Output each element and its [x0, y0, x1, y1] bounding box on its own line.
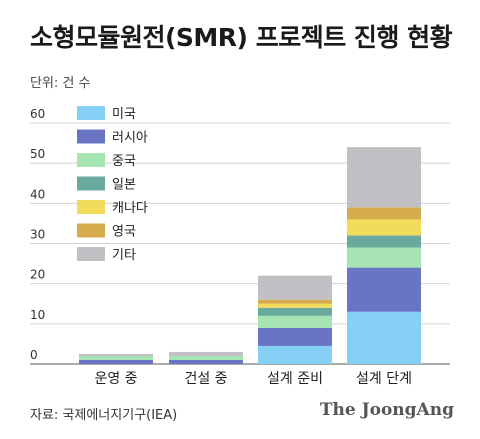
y-tick-label: 60 — [30, 107, 45, 121]
unit-label: 단위: 건 수 — [30, 76, 91, 91]
legend-swatch — [77, 200, 105, 214]
legend-swatch — [77, 106, 105, 120]
bar-segment — [258, 299, 332, 304]
bar-segment — [347, 247, 421, 268]
legend-label: 미국 — [112, 107, 136, 122]
bar-segment — [347, 311, 421, 364]
bar-segment — [347, 267, 421, 312]
bar-segment — [347, 207, 421, 220]
x-category-label: 운영 중 — [94, 371, 137, 387]
y-tick-label: 40 — [30, 187, 45, 201]
bars — [79, 147, 421, 364]
bar-segment — [347, 219, 421, 236]
y-tick-label: 20 — [30, 268, 45, 282]
source-note: 자료: 국제에너지기구(IEA) — [30, 408, 178, 423]
legend-label: 중국 — [112, 154, 136, 169]
y-tick-label: 30 — [30, 228, 45, 242]
bar-segment — [79, 359, 153, 364]
legend-label: 캐나다 — [112, 201, 148, 216]
bar-segment — [347, 147, 421, 208]
bar-segment — [169, 351, 243, 356]
legend-swatch — [77, 176, 105, 191]
legend-swatch — [77, 153, 105, 167]
brand-logo: The JoongAng — [319, 400, 454, 420]
bar-segment — [258, 303, 332, 308]
bar-segment — [258, 275, 332, 300]
bar-segment — [258, 327, 332, 346]
bar-segment — [169, 359, 243, 364]
x-axis: 운영 중 건설 중 설계 준비 설계 단계 — [94, 371, 412, 387]
bar-segment — [258, 307, 332, 316]
y-tick-label: 50 — [30, 147, 45, 161]
legend-label: 러시아 — [112, 131, 148, 146]
legend-swatch — [77, 247, 105, 261]
legend-label: 기타 — [112, 248, 136, 263]
legend-label: 일본 — [112, 178, 136, 193]
bar-segment — [169, 355, 243, 360]
legend-swatch — [77, 223, 105, 238]
bar-segment — [79, 355, 153, 360]
x-category-label: 설계 준비 — [267, 371, 323, 387]
bar-segment — [79, 353, 153, 356]
bar-segment — [258, 345, 332, 364]
y-tick-label: 10 — [30, 308, 45, 322]
stacked-bar-chart: 0 10 20 30 40 50 60 운영 중 건설 중 설계 준비 설계 단계 미국러시아중국… — [30, 106, 450, 387]
x-category-label: 건설 중 — [184, 371, 227, 387]
bar-segment — [258, 315, 332, 328]
x-category-label: 설계 단계 — [356, 371, 412, 387]
legend-swatch — [77, 129, 105, 144]
y-tick-label: 0 — [30, 348, 38, 362]
bar-segment — [347, 235, 421, 248]
chart-title: 소형모듈원전(SMR) 프로젝트 진행 현황 — [30, 23, 453, 52]
y-axis: 0 10 20 30 40 50 60 — [30, 107, 45, 362]
legend-label: 영국 — [112, 225, 136, 240]
